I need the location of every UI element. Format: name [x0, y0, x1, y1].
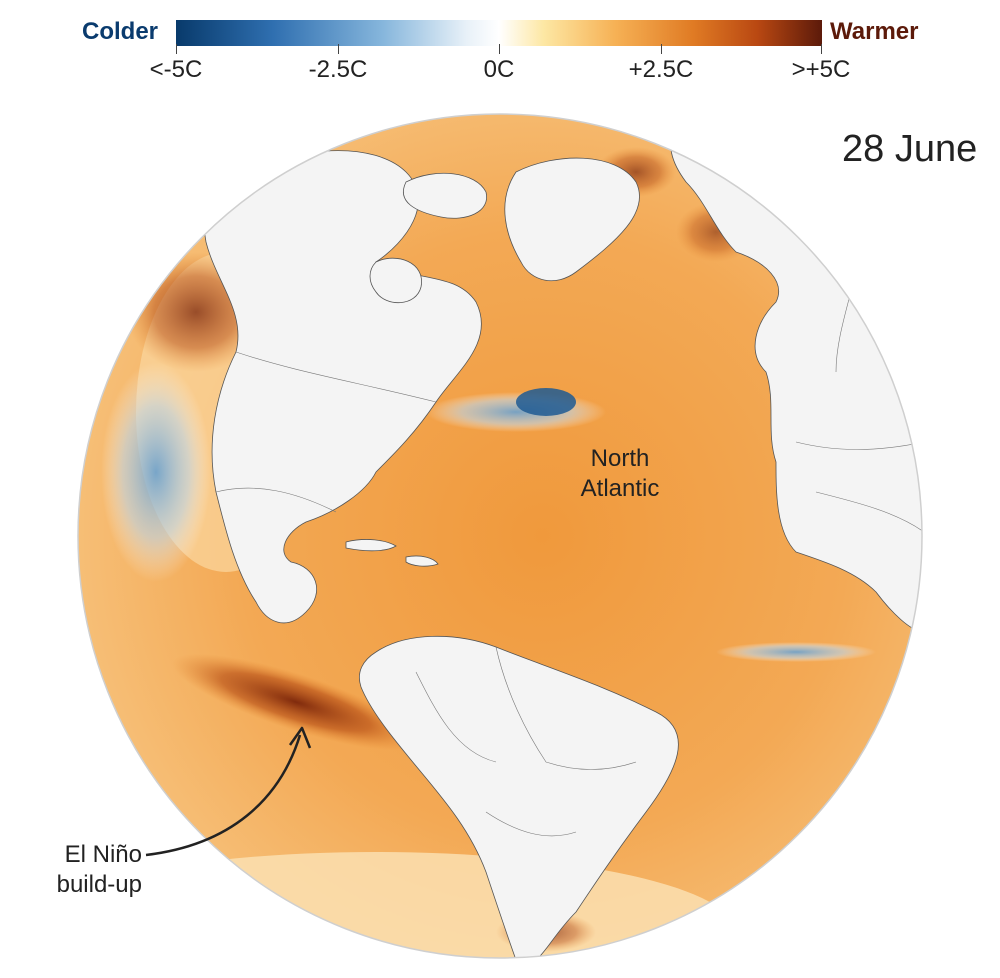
legend-tick [176, 44, 177, 54]
legend-tick-label: -2.5C [308, 56, 368, 83]
legend-tick [661, 44, 662, 54]
legend-color-bar [176, 20, 822, 46]
el-nino-hotspot [172, 653, 420, 751]
land-greenland [504, 157, 640, 281]
legend-tick-label: 0C [483, 56, 515, 83]
cold-anomaly-pacific [101, 362, 211, 582]
cold-anomaly-south-atlantic [716, 642, 876, 662]
north-atlantic-label-line: North [590, 445, 650, 472]
north-atlantic-label-line: Atlantic [580, 475, 660, 502]
legend-cold-label: Colder [82, 18, 159, 45]
land-north-america [204, 150, 482, 624]
legend-tick [499, 44, 500, 54]
date-label: 28 June [842, 128, 978, 170]
el-nino-label: El Niño build-up [22, 840, 142, 900]
el-nino-label-line: build-up [56, 871, 142, 898]
legend-tick [821, 44, 822, 54]
legend-tick-label: <-5C [149, 56, 203, 83]
globe-map [76, 112, 924, 960]
north-atlantic-label: North Atlantic [560, 444, 680, 504]
temperature-legend: Colder Warmer <-5C -2.5C 0C +2.5C >+5C [0, 0, 1000, 100]
legend-tick-label: +2.5C [628, 56, 694, 83]
legend-tick [338, 44, 339, 54]
land-south-america [359, 635, 679, 958]
legend-warm-label: Warmer [830, 18, 919, 45]
legend-tick-label: >+5C [791, 56, 851, 83]
el-nino-label-line: El Niño [64, 841, 142, 868]
